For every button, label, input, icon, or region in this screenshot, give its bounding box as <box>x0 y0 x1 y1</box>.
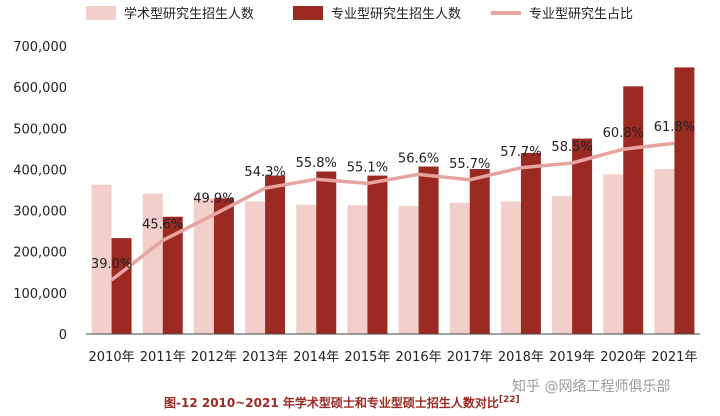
ratio-label: 49.9% <box>193 192 234 207</box>
bar-academic <box>398 206 419 334</box>
legend-swatch-line <box>491 11 521 15</box>
y-tick-label: 500,000 <box>13 122 67 137</box>
bar-professional <box>520 152 541 334</box>
legend-label: 专业型研究生占比 <box>529 7 633 22</box>
x-tick-label: 2014年 <box>293 350 339 365</box>
bar-academic <box>296 204 317 334</box>
x-tick-label: 2013年 <box>242 350 288 365</box>
ratio-label: 45.6% <box>142 217 183 232</box>
bars <box>91 67 695 334</box>
x-tick-label: 2021年 <box>651 350 697 365</box>
x-tick-label: 2018年 <box>498 350 544 365</box>
x-tick-label: 2012年 <box>191 350 237 365</box>
ratio-line-path <box>110 141 675 282</box>
bar-professional <box>367 175 388 334</box>
bar-professional <box>213 198 234 334</box>
x-axis: 2010年 2011年 2012年 2013年 2014年 2015年 2016年 2017年… <box>86 333 700 365</box>
bar-professional <box>674 67 695 334</box>
ratio-label: 57.7% <box>500 145 541 160</box>
bar-academic <box>347 205 368 334</box>
bar-professional <box>418 166 439 334</box>
ratio-label: 55.7% <box>449 157 490 172</box>
legend-label: 学术型研究生招生人数 <box>124 6 254 22</box>
y-tick-label: 700,000 <box>13 40 67 55</box>
ratio-label: 55.1% <box>347 160 388 175</box>
ratio-label: 56.6% <box>398 151 439 166</box>
bar-academic <box>142 193 163 334</box>
bar-academic <box>91 184 112 334</box>
y-tick-label: 400,000 <box>13 163 67 178</box>
legend: 学术型研究生招生人数 专业型研究生招生人数 专业型研究生占比 <box>86 6 633 22</box>
x-tick-label: 2011年 <box>140 350 186 365</box>
x-tick-label: 2017年 <box>447 350 493 365</box>
bar-professional <box>316 171 337 334</box>
legend-swatch-bar <box>293 6 323 20</box>
bar-professional <box>469 169 490 334</box>
ratio-label: 58.5% <box>551 140 592 155</box>
y-tick-label: 200,000 <box>13 246 67 261</box>
bar-academic <box>449 202 470 334</box>
legend-swatch-bar <box>86 6 116 20</box>
ratio-label: 61.8% <box>654 120 695 135</box>
bar-academic <box>603 174 624 334</box>
caption-ref: [22] <box>499 395 520 405</box>
y-tick-label: 100,000 <box>13 287 67 302</box>
bar-professional <box>623 86 644 334</box>
bar-professional <box>162 216 183 334</box>
x-tick-label: 2016年 <box>396 350 442 365</box>
y-tick-label: 0 <box>59 328 67 343</box>
bar-academic <box>193 198 214 334</box>
x-tick-label: 2019年 <box>549 350 595 365</box>
bar-academic <box>500 201 521 334</box>
y-axis: 0 100,000 200,000 300,000 400,000 500,000 600,… <box>13 40 67 343</box>
bar-professional <box>265 175 286 334</box>
bar-academic <box>245 201 266 334</box>
watermark: 知乎 @网络工程师俱乐部 <box>512 378 670 395</box>
caption: 图-12 2010~2021 年学术型硕士和专业型硕士招生人数对比[22] <box>164 395 520 410</box>
y-tick-label: 300,000 <box>13 205 67 220</box>
ratio-label: 39.0% <box>91 257 132 272</box>
x-tick-label: 2015年 <box>344 350 390 365</box>
legend-label: 专业型研究生招生人数 <box>331 7 461 22</box>
bar-professional <box>572 138 593 334</box>
y-tick-label: 600,000 <box>13 81 67 96</box>
ratio-line: 39.0% 45.6% 49.9% 54.3% 55.8% 55.1% 56.6% 55.7%… <box>91 120 695 282</box>
x-tick-label: 2010年 <box>89 350 135 365</box>
x-tick-label: 2020年 <box>600 350 646 365</box>
bar-academic <box>552 196 573 334</box>
caption-text: 图-12 2010~2021 年学术型硕士和专业型硕士招生人数对比 <box>164 395 499 410</box>
ratio-label: 55.8% <box>296 156 337 171</box>
bar-academic <box>654 169 675 334</box>
bar-professional <box>111 238 132 334</box>
ratio-label: 54.3% <box>244 165 285 180</box>
ratio-label: 60.8% <box>603 126 644 141</box>
